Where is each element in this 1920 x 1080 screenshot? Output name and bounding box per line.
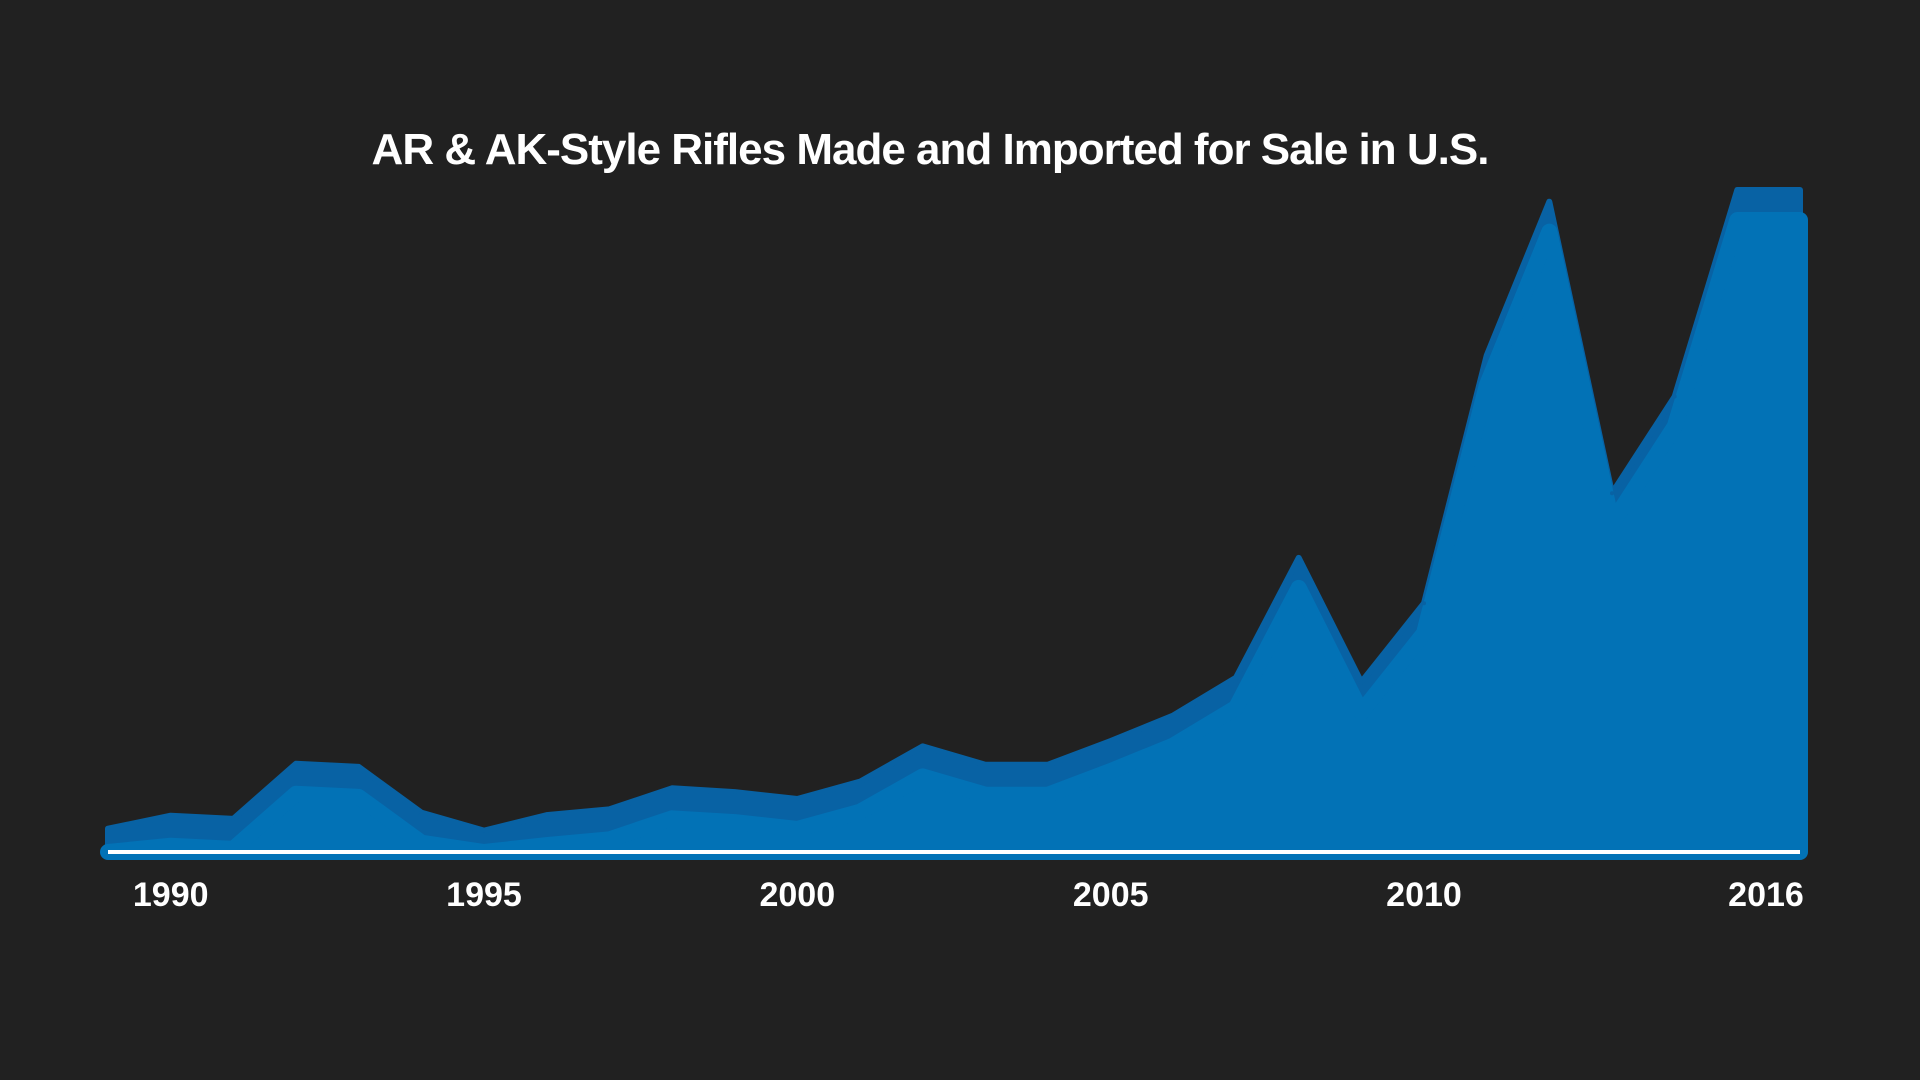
data-point-2004 [1046, 762, 1050, 767]
x-tick-2005: 2005 [1073, 876, 1149, 914]
x-tick-1995: 1995 [446, 876, 522, 914]
data-point-2000 [795, 797, 800, 801]
data-point-2011 [1484, 353, 1489, 358]
x-tick-1990: 1990 [133, 876, 209, 914]
series-area-inner [100, 212, 1808, 860]
data-point-2012 [1547, 199, 1552, 204]
data-point-2016 [1798, 188, 1802, 192]
x-tick-2016: 2016 [1728, 876, 1804, 914]
data-point-1999 [732, 790, 737, 795]
data-point-1994 [419, 810, 424, 815]
x-axis-ticks: 1990 1995 2000 2005 2010 2016 [133, 876, 1804, 914]
x-tick-2000: 2000 [759, 876, 835, 914]
data-point-1997 [607, 807, 612, 812]
data-point-2005 [1108, 739, 1113, 743]
data-point-2014 [1672, 394, 1677, 399]
data-point-2015 [1735, 188, 1740, 192]
data-point-2013 [1610, 491, 1614, 496]
data-point-2002 [920, 744, 925, 749]
data-point-2008 [1296, 555, 1301, 560]
data-point-1989 [106, 826, 110, 831]
data-point-2001 [858, 779, 862, 784]
data-point-2003 [983, 762, 988, 767]
x-tick-2010: 2010 [1386, 876, 1462, 914]
chart-title: AR & AK-Style Rifles Made and Imported f… [372, 125, 1489, 174]
data-point-2007 [1234, 675, 1238, 680]
data-point-1998 [670, 786, 674, 791]
data-point-1993 [356, 764, 361, 769]
data-point-1995 [482, 828, 486, 833]
area-group [100, 187, 1808, 860]
data-point-2006 [1171, 713, 1176, 718]
data-point-2010 [1422, 601, 1426, 606]
data-point-1996 [544, 813, 549, 818]
data-point-1990 [168, 813, 173, 818]
data-point-1992 [294, 761, 298, 766]
data-point-2009 [1359, 680, 1364, 685]
data-point-1991 [231, 816, 236, 821]
